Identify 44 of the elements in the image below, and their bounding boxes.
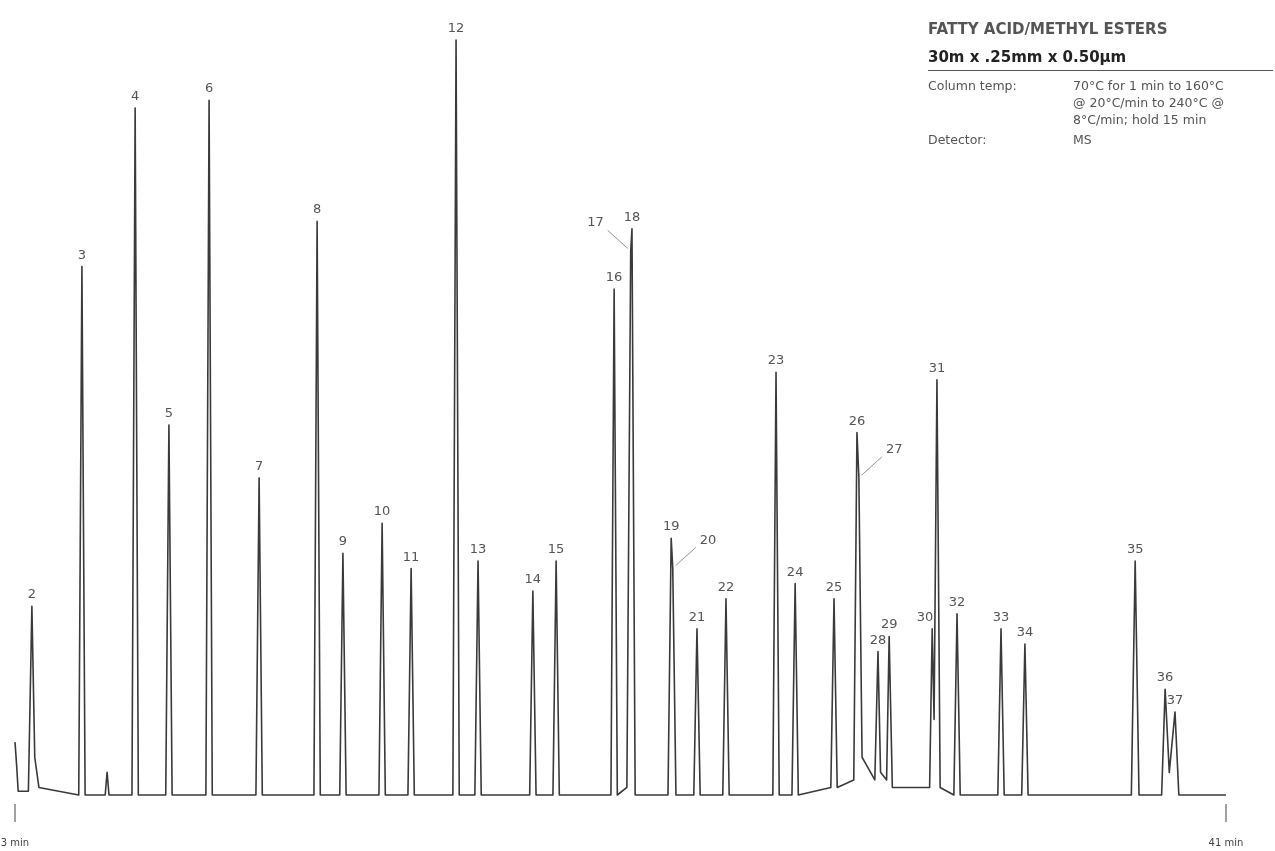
annotation: 21	[688, 608, 706, 624]
annotation: 8	[312, 201, 322, 217]
annotation: 15	[547, 540, 565, 556]
chart-title: FATTY ACID/METHYL ESTERS	[928, 20, 1169, 38]
annotation: 3	[77, 246, 87, 262]
annotation: 20	[699, 531, 717, 547]
text: 30m x .25mm x 0.50µm	[928, 48, 1273, 71]
annotation: 30	[916, 608, 934, 624]
annotation: MS	[1073, 131, 1093, 149]
annotation: 23	[767, 352, 785, 368]
annotation: 19	[662, 518, 680, 534]
annotation: 24	[786, 563, 804, 579]
annotation: Detector:	[928, 131, 988, 149]
annotation: 31	[928, 359, 946, 375]
annotation: 14	[524, 571, 542, 587]
annotation: 22	[717, 578, 735, 594]
annotation: 5	[164, 405, 174, 421]
annotation: 25	[825, 578, 843, 594]
annotation: 13	[469, 540, 487, 556]
annotation: 17	[587, 214, 604, 230]
annotation: 28	[869, 631, 887, 647]
x-tick-label: 41 min	[1208, 837, 1244, 848]
annotation: 29	[880, 616, 898, 632]
annotation: 9	[338, 533, 348, 549]
annotation: 7	[254, 457, 264, 473]
annotation: 37	[1166, 691, 1184, 707]
annotation: 34	[1016, 624, 1034, 639]
annotation: 4	[131, 87, 140, 103]
annotation: 16	[605, 269, 623, 285]
x-tick-label: 3 min	[0, 837, 30, 848]
annotation: 26	[848, 412, 866, 428]
annotation: 6	[204, 80, 214, 96]
annotation: 2	[27, 586, 37, 602]
annotation: 35	[1126, 540, 1144, 556]
annotation: 11	[402, 548, 420, 564]
annotation: 36	[1156, 669, 1174, 685]
annotation: Column temp:	[928, 77, 1018, 95]
annotation: 27	[885, 440, 903, 456]
annotation: 10	[373, 503, 391, 519]
annotation: 12	[447, 20, 465, 35]
annotation: 33	[992, 608, 1010, 624]
annotation: 32	[948, 593, 966, 609]
annotation: 18	[623, 208, 641, 224]
annotation: 70°C for 1 min to 160°C @ 20°C/min to 240°C @ 8°C/min; hold 15 min	[1073, 77, 1225, 129]
